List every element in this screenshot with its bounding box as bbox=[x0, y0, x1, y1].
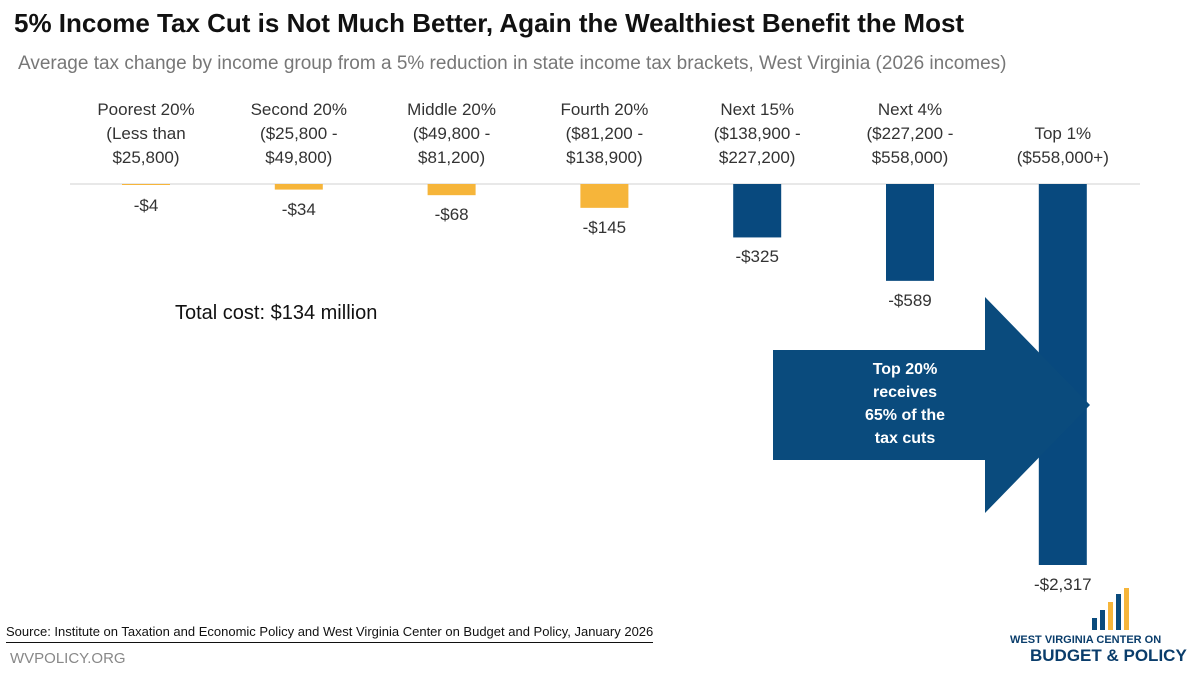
bar bbox=[122, 184, 170, 185]
value-label: -$589 bbox=[888, 290, 932, 310]
arrow bbox=[773, 297, 1090, 513]
site: WVPOLICY.ORG bbox=[10, 650, 126, 667]
x-tick-label: Next 4% ($227,200 - $558,000) bbox=[866, 100, 954, 167]
bar bbox=[733, 184, 782, 238]
source: Source: Institute on Taxation and Econom… bbox=[6, 624, 654, 643]
annotation: Total cost: $134 million bbox=[175, 302, 378, 324]
x-tick-label: Middle 20% ($49,800 - $81,200) bbox=[407, 100, 496, 167]
bar bbox=[427, 184, 476, 196]
x-tick-label: Fourth 20% ($81,200 - $138,900) bbox=[560, 100, 649, 167]
bar bbox=[580, 184, 629, 208]
value-label: -$68 bbox=[434, 205, 469, 225]
value-label: -$34 bbox=[281, 199, 316, 219]
value-label: -$4 bbox=[133, 196, 159, 215]
logo-bars bbox=[1092, 588, 1129, 630]
value-label: -$325 bbox=[735, 247, 779, 267]
x-tick-label: Poorest 20% (Less than $25,800) bbox=[97, 100, 195, 167]
logo-text: WEST VIRGINIA CENTER ON bbox=[1010, 634, 1162, 646]
arrow-label: Top 20% receives 65% of the tax cuts bbox=[864, 361, 945, 447]
chart-title: 5% Income Tax Cut is Not Much Better, Ag… bbox=[14, 8, 965, 38]
x-tick-label: Second 20% ($25,800 - $49,800) bbox=[250, 100, 347, 167]
logo-text: BUDGET & POLICY bbox=[1030, 646, 1187, 665]
x-tick-label: Next 15% ($138,900 - $227,200) bbox=[713, 100, 801, 167]
bar bbox=[274, 184, 323, 190]
value-label: -$2,317 bbox=[1033, 575, 1092, 594]
x-tick-label: Top 1% ($558,000+) bbox=[1016, 124, 1109, 167]
chart-subtitle: Average tax change by income group from … bbox=[18, 53, 1007, 74]
bar bbox=[886, 184, 934, 281]
value-label: -$145 bbox=[582, 217, 627, 237]
